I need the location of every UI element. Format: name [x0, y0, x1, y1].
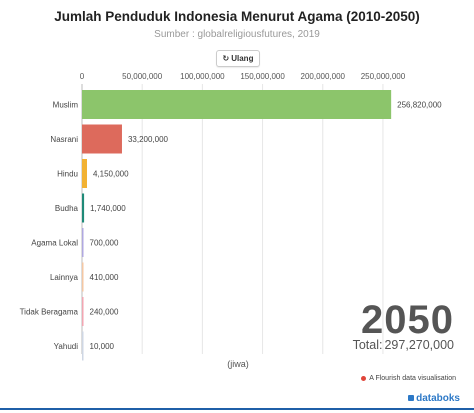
replay-label: Ulang: [231, 54, 254, 63]
grid-lines: [81, 84, 384, 354]
category-label: Lainnya: [50, 273, 79, 282]
value-label: 700,000: [90, 239, 119, 248]
category-label: Budha: [55, 204, 79, 213]
value-label: 410,000: [90, 273, 119, 282]
flourish-credit[interactable]: A Flourish data visualisation: [361, 375, 456, 382]
bar-budha: [82, 193, 85, 223]
value-label: 33,200,000: [128, 135, 169, 144]
value-label: 256,820,000: [397, 101, 442, 110]
value-labels: 256,820,000 33,200,000 4,150,000 1,740,000 7…: [90, 101, 443, 352]
total-display: Total: 297,270,000: [353, 338, 454, 352]
year-display: 2050: [361, 298, 454, 342]
bar-agama-lokal: [82, 228, 84, 257]
x-axis-label: (jiwa): [227, 359, 249, 369]
total-value: 297,270,000: [384, 338, 454, 352]
bar-lainnya: [82, 262, 84, 292]
x-tick-label: 150,000,000: [240, 72, 285, 81]
bars: [82, 90, 392, 361]
category-label: Muslim: [53, 101, 79, 110]
flourish-logo-icon: [361, 375, 367, 381]
databoks-icon: [408, 395, 415, 402]
category-label: Agama Lokal: [31, 239, 78, 248]
chart-subtitle: Sumber : globalreligiousfutures, 2019: [154, 29, 320, 40]
x-tick-label: 0: [80, 72, 85, 81]
databoks-text: databoks: [416, 393, 460, 404]
bar-tidak-beragama: [82, 297, 84, 326]
replay-icon: ↻: [222, 54, 230, 63]
category-label: Tidak Beragama: [20, 308, 79, 317]
bar-muslim: [82, 90, 392, 119]
total-label: Total:: [352, 338, 383, 352]
category-labels: Muslim Nasrani Hindu Budha Agama Lokal Lainny…: [20, 101, 79, 352]
flourish-text: A Flourish data visualisation: [369, 375, 456, 382]
replay-button[interactable]: ↻ Ulang: [216, 50, 260, 67]
databoks-logo[interactable]: databoks: [408, 393, 460, 404]
chart-title: Jumlah Penduduk Indonesia Menurut Agama …: [54, 9, 420, 24]
category-label: Yahudi: [54, 342, 79, 351]
x-tick-label: 100,000,000: [180, 72, 225, 81]
bar-hindu: [82, 159, 87, 188]
value-label: 1,740,000: [90, 204, 126, 213]
bar-yahudi: [82, 331, 84, 361]
value-label: 4,150,000: [93, 170, 129, 179]
category-label: Hindu: [57, 170, 78, 179]
value-label: 10,000: [90, 342, 115, 351]
bar-nasrani: [82, 124, 122, 154]
category-label: Nasrani: [50, 135, 78, 144]
x-axis-ticks: 0 50,000,000 100,000,000 150,000,000 200,000…: [80, 72, 406, 81]
x-tick-label: 250,000,000: [361, 72, 406, 81]
value-label: 240,000: [90, 308, 119, 317]
x-tick-label: 200,000,000: [301, 72, 346, 81]
x-tick-label: 50,000,000: [122, 72, 163, 81]
footer-line: [0, 408, 474, 410]
